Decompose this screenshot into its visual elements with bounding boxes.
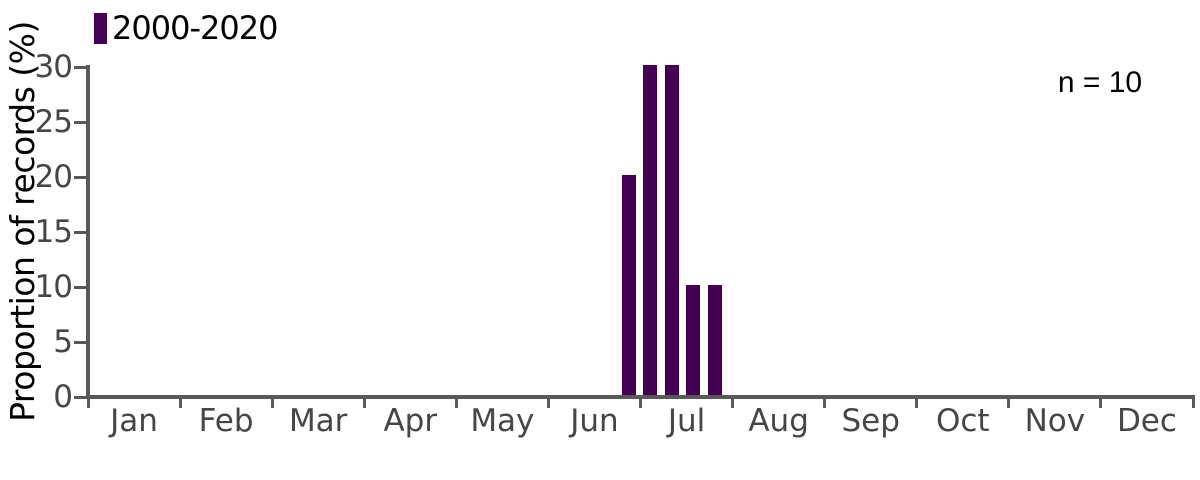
- y-tick: [74, 120, 86, 124]
- x-tick-label: Jul: [667, 403, 706, 439]
- x-tick: [178, 397, 182, 408]
- x-tick: [639, 397, 642, 408]
- legend-swatch: [94, 12, 107, 44]
- y-axis-line: [86, 65, 90, 399]
- x-tick-label: Feb: [198, 403, 254, 439]
- x-tick: [86, 397, 90, 408]
- y-tick-label: 0: [53, 379, 73, 415]
- x-tick: [270, 397, 274, 408]
- x-tick-label: Sep: [841, 403, 900, 439]
- x-tick: [1007, 397, 1011, 408]
- y-tick-label: 30: [34, 49, 73, 85]
- x-tick: [454, 397, 458, 408]
- x-tick: [1191, 397, 1195, 408]
- x-tick: [731, 397, 735, 408]
- y-tick: [74, 175, 86, 179]
- bar: [621, 175, 636, 395]
- x-tick-label: Nov: [1024, 403, 1086, 439]
- y-tick-label: 20: [34, 159, 73, 195]
- x-tick-label: Dec: [1116, 403, 1177, 439]
- y-tick-label: 10: [34, 269, 73, 305]
- legend: 2000-2020: [94, 9, 278, 47]
- y-tick-label: 25: [34, 104, 73, 140]
- legend-label: 2000-2020: [112, 9, 278, 47]
- x-tick-label: Aug: [748, 403, 809, 439]
- x-tick-label: May: [470, 403, 535, 439]
- x-tick: [546, 397, 550, 408]
- bar: [707, 285, 722, 395]
- x-tick-label: Jan: [110, 403, 158, 439]
- y-tick-label: 15: [34, 214, 73, 250]
- y-tick: [74, 65, 86, 69]
- x-tick: [823, 397, 827, 408]
- x-tick-label: Mar: [288, 403, 348, 439]
- y-tick: [74, 395, 86, 399]
- bar: [686, 285, 701, 395]
- sample-size-annotation: n = 10: [1057, 66, 1143, 99]
- y-tick: [74, 340, 86, 344]
- bar: [643, 65, 658, 395]
- bar: [664, 65, 679, 395]
- x-tick: [1099, 397, 1103, 408]
- y-tick-label: 5: [53, 324, 73, 360]
- y-tick: [74, 230, 86, 234]
- x-tick: [362, 397, 366, 408]
- y-tick: [74, 285, 86, 289]
- x-tick-label: Apr: [383, 403, 438, 439]
- x-tick: [915, 397, 919, 408]
- x-tick-label: Jun: [570, 403, 619, 439]
- x-tick-label: Oct: [935, 403, 990, 439]
